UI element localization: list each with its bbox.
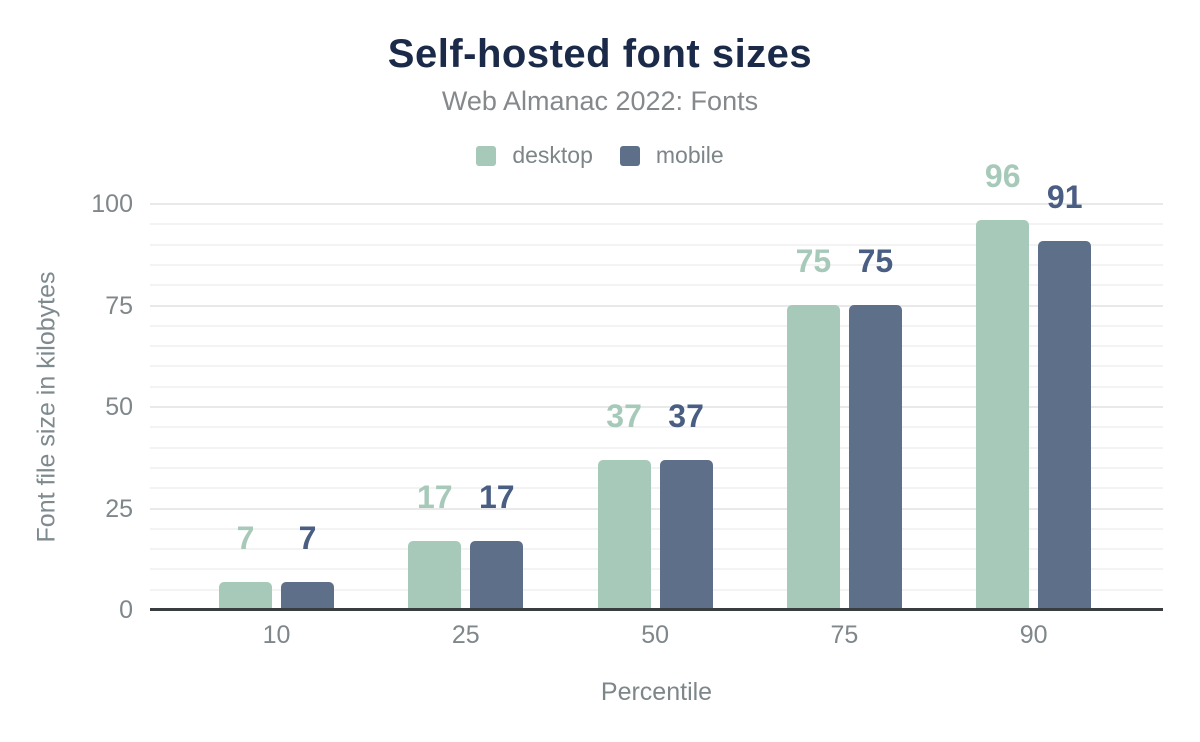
minor-gridline xyxy=(150,324,1163,327)
minor-gridline xyxy=(150,588,1163,591)
desktop-bar xyxy=(976,220,1030,610)
chart-title: Self-hosted font sizes xyxy=(387,32,813,76)
major-gridline xyxy=(150,406,1163,408)
mobile-bar xyxy=(848,305,902,610)
desktop-bar xyxy=(219,582,272,610)
minor-gridline xyxy=(150,426,1163,429)
y-tick-label: 75 xyxy=(105,291,133,320)
x-axis-title: Percentile xyxy=(600,678,713,706)
major-gridline xyxy=(150,507,1163,510)
x-tick-label: 50 xyxy=(641,621,669,649)
major-gridline xyxy=(150,304,1163,307)
mobile-bar xyxy=(281,582,334,610)
minor-gridline xyxy=(150,487,1163,490)
desktop-bar xyxy=(786,305,840,610)
mobile-legend-label: mobile xyxy=(655,142,724,168)
major-gridline xyxy=(150,203,1163,205)
y-tick-label: 50 xyxy=(105,393,133,421)
x-tick-label: 90 xyxy=(1019,621,1048,649)
x-axis-line xyxy=(150,608,1163,611)
mobile-bar xyxy=(659,460,713,610)
y-tick-label: 100 xyxy=(91,190,133,218)
x-tick-label: 75 xyxy=(830,621,859,649)
mobile-bar xyxy=(1038,241,1092,610)
y-tick-label: 25 xyxy=(105,494,133,523)
desktop-bar-value: 17 xyxy=(417,479,453,515)
mobile-bar-value: 7 xyxy=(298,520,317,556)
mobile-bar xyxy=(470,541,524,610)
mobile-swatch-icon xyxy=(619,145,640,166)
minor-gridline xyxy=(150,548,1163,551)
legend-item-mobile: mobile xyxy=(619,142,724,169)
mobile-bar-value: 75 xyxy=(857,243,894,279)
minor-gridline xyxy=(150,385,1163,388)
minor-gridline xyxy=(150,568,1163,571)
mobile-bar-value: 37 xyxy=(668,398,704,434)
minor-gridline xyxy=(150,446,1163,449)
minor-gridline xyxy=(150,223,1163,226)
minor-gridline xyxy=(150,527,1163,530)
chart-subtitle: Web Almanac 2022: Fonts xyxy=(441,86,759,116)
desktop-bar-value: 37 xyxy=(606,398,642,434)
minor-gridline xyxy=(150,284,1163,287)
x-tick-label: 25 xyxy=(451,621,480,649)
desktop-bar-value: 7 xyxy=(236,520,255,556)
minor-gridline xyxy=(150,345,1163,348)
x-tick-label: 10 xyxy=(262,621,291,649)
mobile-bar-value: 91 xyxy=(1046,179,1083,215)
minor-gridline xyxy=(150,466,1163,469)
legend-item-desktop: desktop xyxy=(476,142,593,169)
y-tick-label: 0 xyxy=(119,596,133,624)
desktop-bar-value: 75 xyxy=(795,243,832,279)
desktop-bar-value: 96 xyxy=(984,158,1021,194)
legend: desktop mobile xyxy=(0,142,1200,169)
mobile-bar-value: 17 xyxy=(479,479,515,515)
minor-gridline xyxy=(150,365,1163,368)
minor-gridline xyxy=(150,263,1163,266)
desktop-bar xyxy=(408,541,462,610)
desktop-bar xyxy=(597,460,651,610)
desktop-swatch-icon xyxy=(476,145,497,166)
desktop-legend-label: desktop xyxy=(512,142,593,168)
minor-gridline xyxy=(150,243,1163,246)
